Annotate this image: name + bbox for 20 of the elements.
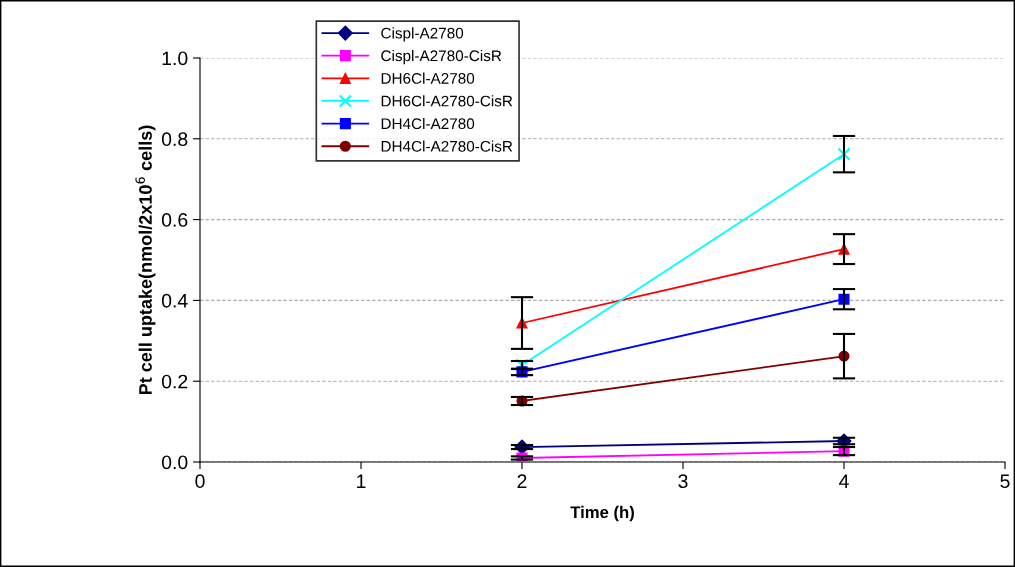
- x-tick-label: 2: [517, 474, 527, 488]
- legend-label: DH6Cl-A2780-CisR: [381, 95, 513, 107]
- y-tick-label: 0.6: [161, 213, 188, 227]
- y-tick-label: 1.0: [162, 51, 188, 66]
- legend-label: DH4Cl-A2780-CisR: [381, 140, 513, 152]
- legend-label: Cispl-A2780-CisR: [381, 49, 502, 65]
- x-tick-label: 4: [839, 474, 849, 488]
- x-tick-label: 3: [678, 474, 688, 489]
- x-axis-title: Time (h): [570, 505, 634, 522]
- x-tick-label: 0: [195, 474, 205, 489]
- x-tick-label: 5: [1000, 474, 1010, 489]
- y-tick-label: 0.8: [161, 132, 188, 147]
- y-tick-label: 0.2: [161, 374, 188, 389]
- legend-label: DH6Cl-A2780: [381, 72, 475, 84]
- y-tick-label: 0.4: [161, 293, 188, 308]
- legend-label: DH4Cl-A2780: [381, 117, 475, 130]
- y-axis-title: Pt cell uptake(nmol/2x10$^{6}$ cells): [135, 125, 156, 395]
- x-tick-label: 1: [357, 474, 366, 488]
- legend-label: Cispl-A2780: [381, 27, 464, 42]
- y-tick-label: 0.0: [161, 455, 188, 470]
